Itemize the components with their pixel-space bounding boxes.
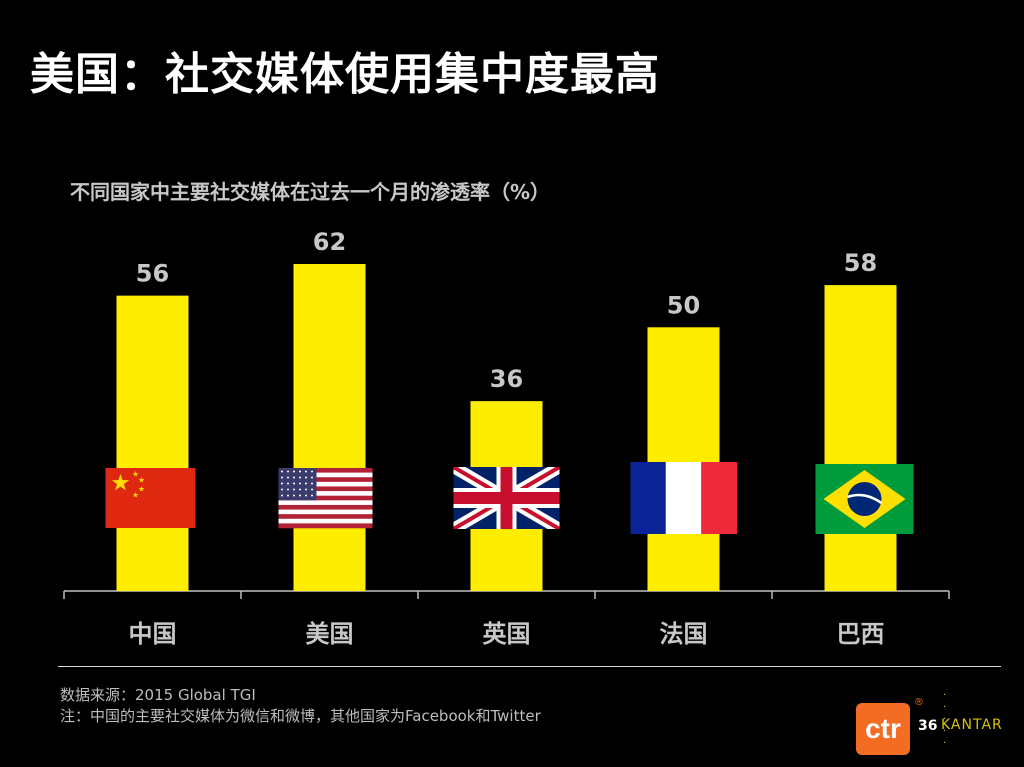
kantar-dots-icon: · · · · · xyxy=(943,690,947,749)
bar xyxy=(116,295,189,591)
uk-flag-icon xyxy=(453,467,560,529)
brazil-flag-icon xyxy=(815,464,914,534)
category-label: 巴西 xyxy=(837,620,885,648)
footer-divider xyxy=(58,666,1001,667)
bar xyxy=(293,264,366,591)
bar xyxy=(824,285,897,591)
value-label: 36 xyxy=(490,365,523,393)
category-label: 中国 xyxy=(129,620,177,648)
source-note: 数据来源：2015 Global TGI 注：中国的主要社交媒体为微信和微博，其… xyxy=(60,685,541,727)
france-flag-icon xyxy=(630,462,737,534)
value-label: 50 xyxy=(667,291,700,319)
bar xyxy=(647,327,720,591)
chart-subtitle: 不同国家中主要社交媒体在过去一个月的渗透率（%） xyxy=(70,180,551,204)
slide-title: 美国：社交媒体使用集中度最高 xyxy=(30,49,660,100)
registered-mark: ® xyxy=(914,697,924,708)
page-number: 36 xyxy=(918,718,938,734)
ctr-logo: ctr xyxy=(856,703,910,755)
value-label: 58 xyxy=(844,249,877,277)
value-label: 56 xyxy=(136,260,169,288)
usa-flag-icon xyxy=(278,468,373,529)
category-label: 英国 xyxy=(483,620,531,648)
china-flag-icon xyxy=(105,468,196,528)
source-line: 数据来源：2015 Global TGI xyxy=(60,686,256,704)
kantar-logo: KANTAR xyxy=(941,717,1003,733)
category-label: 美国 xyxy=(306,620,354,648)
note-line: 注：中国的主要社交媒体为微信和微博，其他国家为Facebook和Twitter xyxy=(60,707,541,725)
category-label: 法国 xyxy=(660,620,708,648)
value-label: 62 xyxy=(313,228,346,256)
